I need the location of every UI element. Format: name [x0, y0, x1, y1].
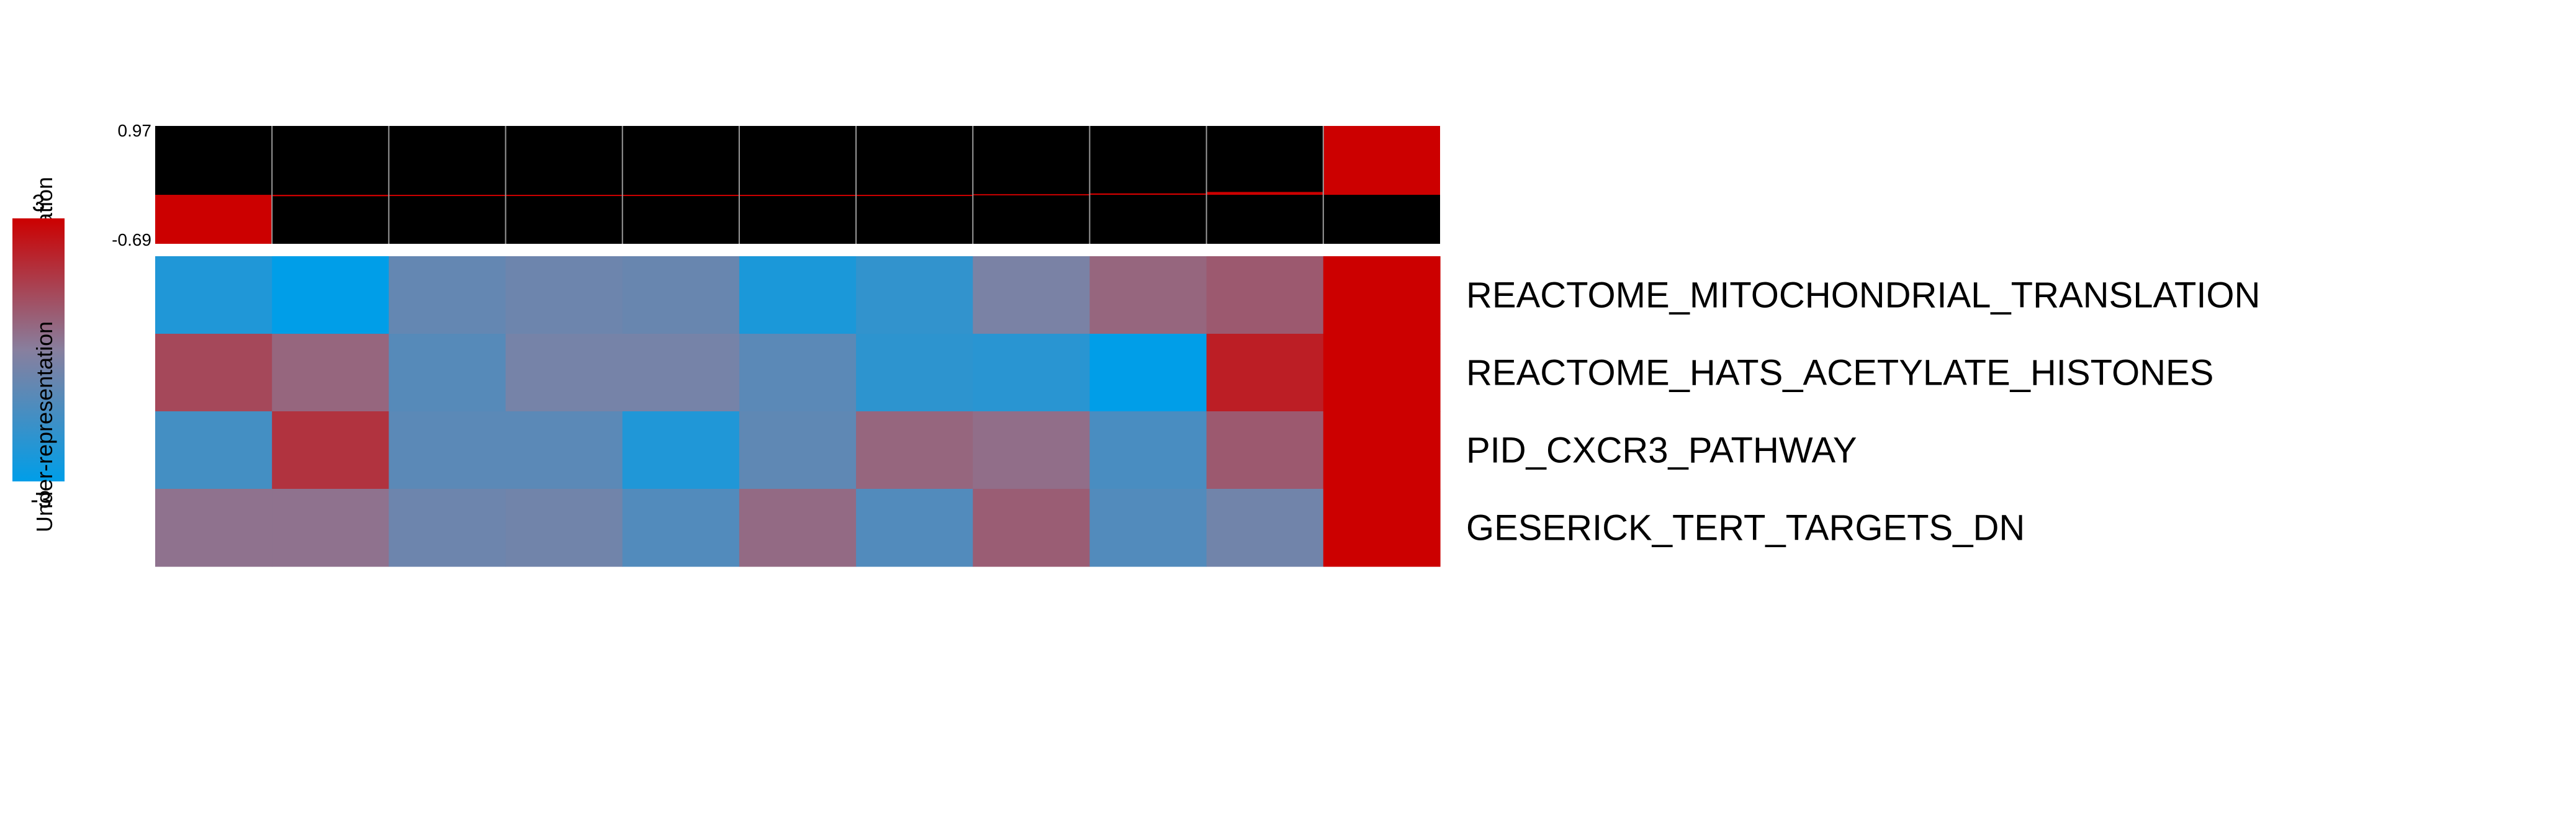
heatmap-cell [272, 256, 389, 334]
heatmap-grid [155, 256, 1441, 567]
heatmap-cell [622, 256, 740, 334]
row-label: REACTOME_HATS_ACETYLATE_HISTONES [1466, 353, 2213, 393]
heatmap-cell [155, 256, 272, 334]
heatmap-cell [389, 411, 507, 489]
top-bar [389, 195, 506, 197]
heatmap-cell [1206, 489, 1324, 567]
row-label: REACTOME_MITOCHONDRIAL_TRANSLATION [1466, 275, 2260, 316]
heatmap-cell [973, 411, 1091, 489]
row-label: PID_CXCR3_PATHWAY [1466, 431, 1857, 471]
heatmap-cell [856, 411, 973, 489]
legend-max-label: 3 [32, 190, 45, 217]
top-bar [1206, 192, 1323, 195]
heatmap-cell [155, 334, 272, 412]
top-bar-min-label: -0.69 [112, 230, 151, 249]
heatmap-cell [1206, 334, 1324, 412]
heatmap-cell [505, 489, 623, 567]
heatmap-cell [505, 411, 623, 489]
heatmap-cell [973, 489, 1091, 567]
heatmap-cell [272, 489, 389, 567]
heatmap-cell [155, 411, 272, 489]
heatmap-cell [389, 334, 507, 412]
heatmap-cell [272, 334, 389, 412]
heatmap-cell [622, 411, 740, 489]
color-legend: Over-representation 3 -3 Under-represent… [12, 177, 65, 532]
heatmap-cell [973, 256, 1091, 334]
heatmap-cell [739, 256, 857, 334]
heatmap-cell [1323, 256, 1441, 334]
top-bar [739, 195, 857, 197]
row-label: GESERICK_TERT_TARGETS_DN [1466, 508, 2025, 548]
top-bar [622, 195, 739, 197]
heatmap-cell [1089, 334, 1207, 412]
heatmap-cell [973, 334, 1091, 412]
top-bar [856, 195, 973, 197]
top-bar [1089, 193, 1207, 195]
heatmap-cell [505, 334, 623, 412]
heatmap-cell [272, 411, 389, 489]
top-bar [973, 194, 1090, 195]
heatmap-cell [505, 256, 623, 334]
row-labels: REACTOME_MITOCHONDRIAL_TRANSLATION REACTO… [1466, 275, 2260, 548]
top-bar [1323, 126, 1440, 195]
heatmap-cell [1089, 411, 1207, 489]
top-bar-plot: 0.97 -0.69 [112, 121, 1440, 249]
top-bar [272, 195, 389, 197]
top-bar-max-label: 0.97 [118, 121, 152, 140]
heatmap-cell [622, 489, 740, 567]
heatmap-cell [389, 489, 507, 567]
heatmap-cell [856, 334, 973, 412]
heatmap-cell [739, 334, 857, 412]
heatmap-cell [622, 334, 740, 412]
legend-low-side-label: Under-representation [32, 321, 57, 532]
heatmap-cell [1089, 256, 1207, 334]
heatmap-cell [1206, 411, 1324, 489]
top-bar [155, 195, 272, 244]
heatmap-cell [856, 256, 973, 334]
top-bar [505, 195, 623, 197]
heatmap-cell [739, 411, 857, 489]
heatmap-cell [856, 489, 973, 567]
heatmap-cell [1089, 489, 1207, 567]
legend-min-label: -3 [30, 487, 52, 513]
heatmap-cell [1323, 334, 1441, 412]
heatmap-cell [155, 489, 272, 567]
top-bar-background [155, 126, 1440, 244]
heatmap-cell [1206, 256, 1324, 334]
heatmap-cell [1323, 489, 1441, 567]
heatmap-cell [389, 256, 507, 334]
heatmap-cell [1323, 411, 1441, 489]
heatmap-cell [739, 489, 857, 567]
legend-color-bar [12, 218, 65, 481]
